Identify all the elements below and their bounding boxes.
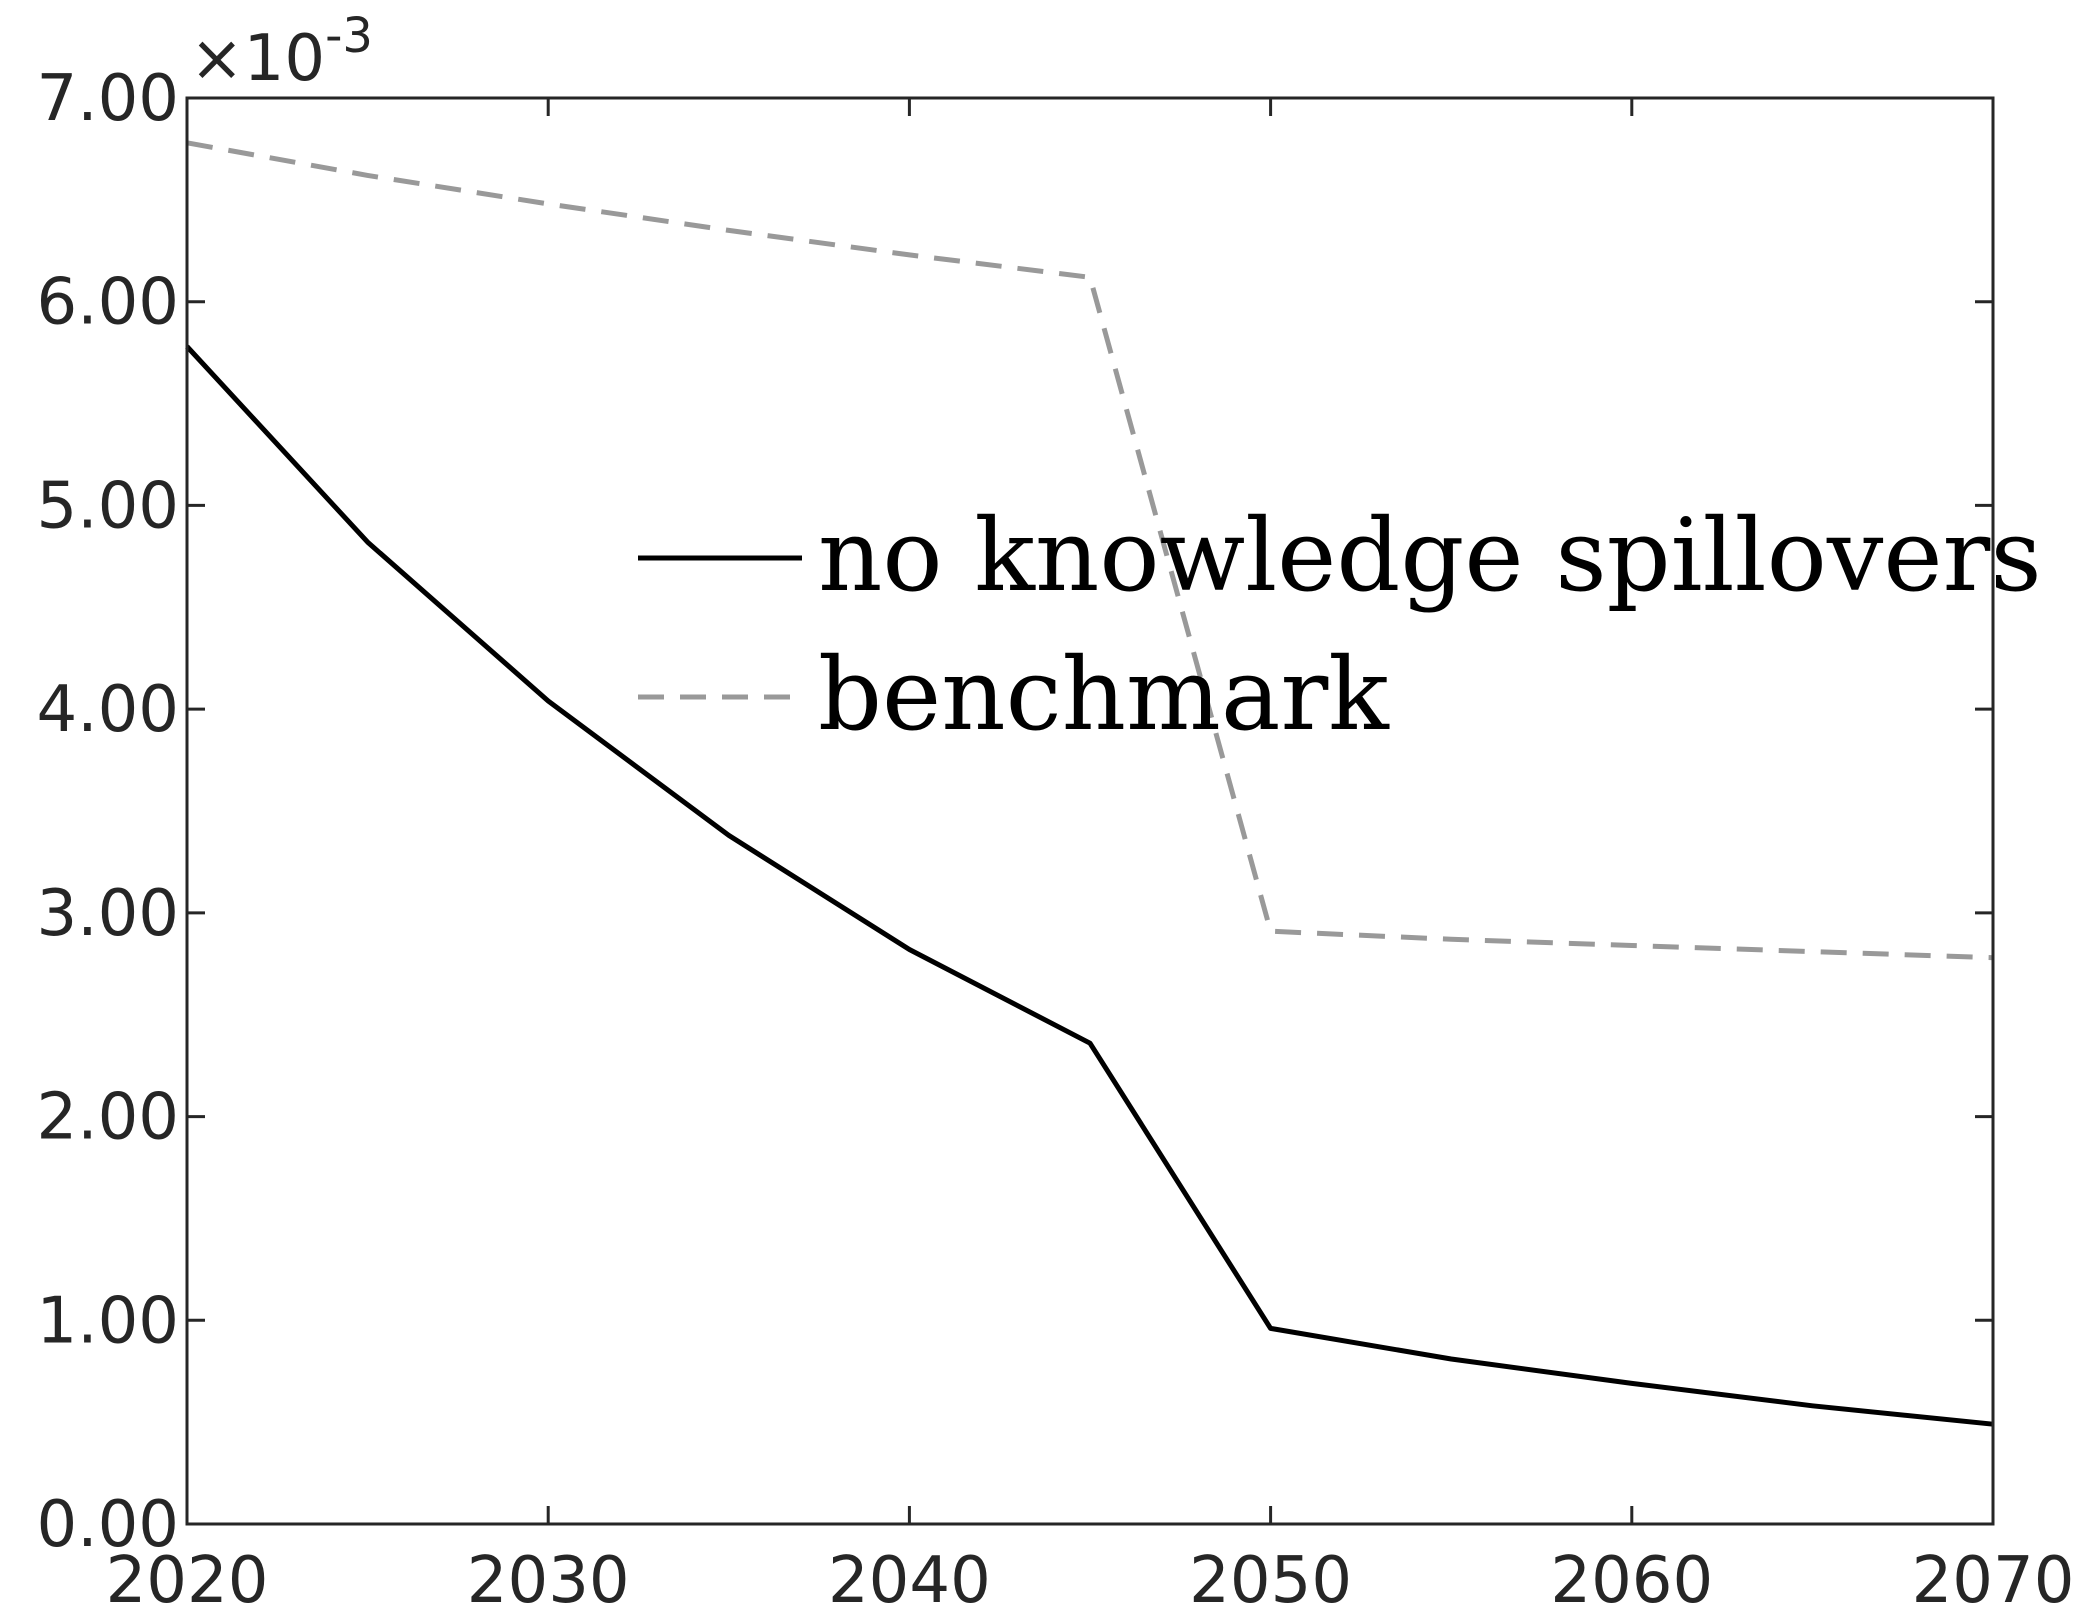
ticks-layer [185,96,1995,1526]
x-tick-label: 2050 [1189,1544,1352,1618]
x-tick-label: 2070 [1912,1544,2075,1618]
y-axis-labels: 0.00 1.00 2.00 3.00 4.00 5.00 6.00 7.00 [37,62,180,1562]
legend-label: benchmark [818,636,1390,753]
y-tick-label: 6.00 [37,266,180,340]
x-tick-label: 2040 [828,1544,991,1618]
series-line-no-knowledge-spillovers [185,344,1994,1427]
series-line-benchmark [186,140,1994,961]
x-tick-label: 2020 [106,1544,269,1618]
y-axis-exponent-label: ×10-3 [190,8,373,96]
y-tick-label: 7.00 [37,62,180,136]
exponent-base: ×10 [190,22,325,96]
plot-frame [185,96,1995,1526]
y-tick-label: 2.00 [37,1081,180,1155]
series-layer [185,140,1994,1427]
y-tick-label: 4.00 [37,673,180,747]
y-tick-label: 3.00 [37,877,180,951]
y-tick-label: 1.00 [37,1284,180,1358]
legend-label: no knowledge spillovers [818,497,2042,614]
x-axis-labels: 2020 2030 2040 2050 2060 2070 [106,1544,2075,1618]
x-tick-label: 2030 [467,1544,630,1618]
x-tick-label: 2060 [1550,1544,1713,1618]
y-tick-label: 0.00 [37,1488,180,1562]
y-tick-label: 5.00 [37,469,180,543]
exponent-power: -3 [325,8,373,64]
legend: no knowledge spillovers benchmark [638,497,2042,753]
